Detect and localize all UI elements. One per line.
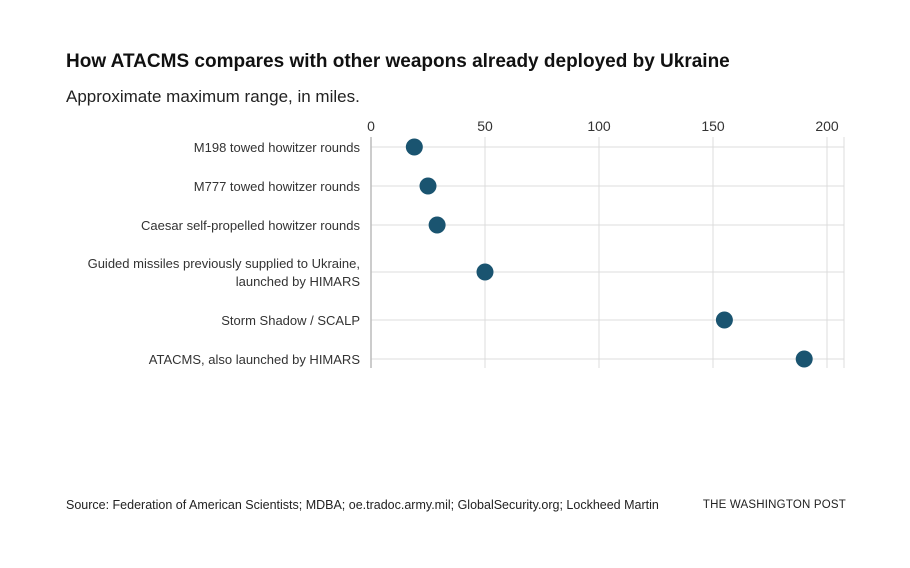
dot-plot-chart: 0 50 100 150 200 M198 towed howitzer rounds M7…	[88, 118, 845, 368]
chart-title: How ATACMS compares with other weapons a…	[66, 51, 730, 72]
data-point-0	[405, 138, 423, 156]
category-label-1: M777 towed howitzer rounds	[194, 179, 361, 194]
source-note: Source: Federation of American Scientist…	[66, 498, 659, 512]
x-tick-label-200: 200	[815, 118, 839, 134]
chart-subtitle: Approximate maximum range, in miles.	[66, 87, 360, 106]
data-point-5	[795, 350, 813, 368]
data-point-2	[428, 216, 446, 234]
data-point-1	[419, 177, 437, 195]
data-point-4	[715, 311, 733, 329]
data-point-3	[476, 263, 494, 281]
category-label-3-line-0: Guided missiles previously supplied to U…	[88, 256, 360, 271]
category-label-5: ATACMS, also launched by HIMARS	[149, 352, 361, 367]
x-tick-label-100: 100	[587, 118, 611, 134]
x-tick-label-150: 150	[701, 118, 725, 134]
category-label-2: Caesar self-propelled howitzer rounds	[141, 218, 360, 233]
x-tick-label-0: 0	[367, 118, 375, 134]
category-label-4: Storm Shadow / SCALP	[221, 313, 360, 328]
category-label-0: M198 towed howitzer rounds	[194, 140, 361, 155]
x-tick-label-50: 50	[477, 118, 493, 134]
category-label-3-line-1: launched by HIMARS	[236, 274, 361, 289]
publisher-credit: THE WASHINGTON POST	[702, 499, 846, 511]
